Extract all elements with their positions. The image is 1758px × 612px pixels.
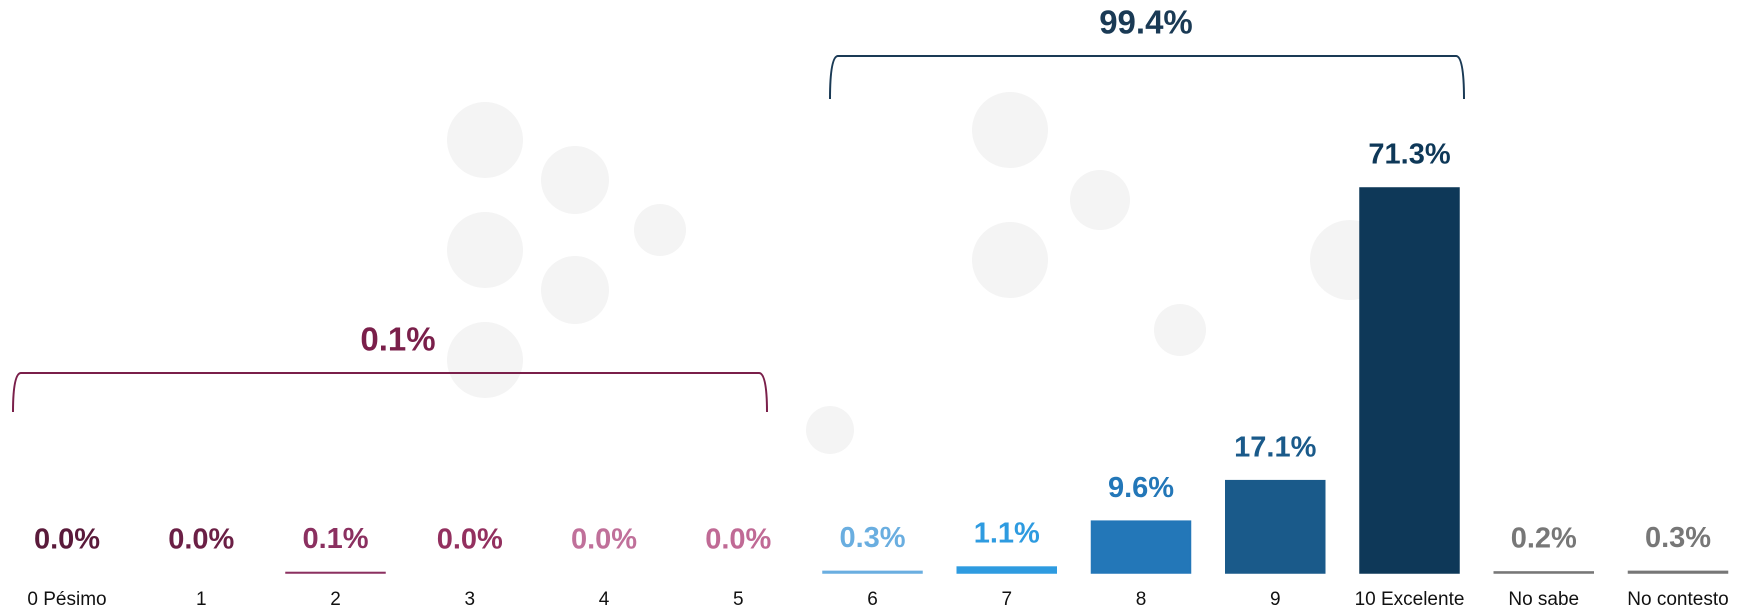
value-label: 9.6% [1108,472,1174,504]
value-label: 0.2% [1511,523,1577,555]
category-label: 9 [1270,589,1281,610]
category-label: 7 [1001,589,1012,610]
bracket [829,55,1465,100]
value-label: 0.0% [437,524,503,556]
value-label: 17.1% [1234,431,1316,463]
bracket [12,372,768,413]
value-label: 0.1% [302,523,368,555]
background-dots [447,92,1390,454]
bar [1627,570,1729,574]
category-label: 0 Pésimo [27,589,106,610]
bar [1359,187,1460,574]
bracket-label: 99.4% [1099,4,1193,41]
category-label: No sabe [1508,589,1579,610]
value-label: 0.0% [571,524,637,556]
value-label: 0.0% [705,524,771,556]
bar [1090,520,1192,574]
bar [956,566,1057,574]
category-label: 8 [1136,589,1147,610]
bar [1225,479,1326,574]
category-label: 1 [196,589,207,610]
category-label: 2 [330,589,341,610]
category-label: 5 [733,589,744,610]
category-label: No contesto [1627,589,1728,610]
bar [1493,571,1594,574]
value-label: 71.3% [1368,139,1450,171]
value-label: 0.3% [839,522,905,554]
value-label: 0.3% [1645,522,1711,554]
bar [285,571,386,574]
category-label: 4 [599,589,610,610]
value-label: 0.0% [168,524,234,556]
category-label: 6 [867,589,878,610]
value-label: 0.0% [34,524,100,556]
category-label: 10 Excelente [1355,589,1465,610]
category-label: 3 [464,589,475,610]
bar [822,570,923,574]
value-label: 1.1% [974,518,1040,550]
bracket-label: 0.1% [360,321,435,358]
